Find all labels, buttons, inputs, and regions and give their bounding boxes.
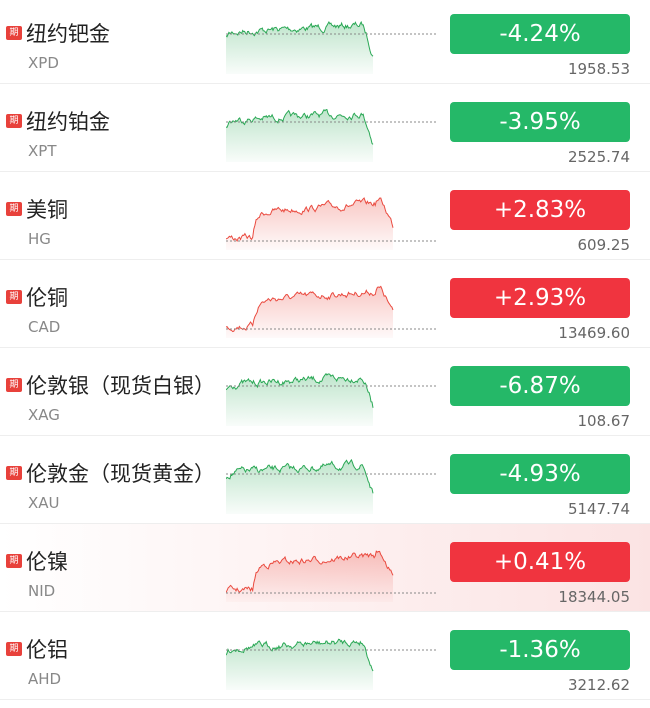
sparkline [226, 372, 436, 426]
change-badge: +2.83% [450, 190, 630, 230]
sparkline-area [226, 459, 373, 514]
last-price: 108.67 [577, 412, 631, 430]
list-row[interactable]: 期伦铜 CAD +2.93% 13469.60 [0, 260, 650, 348]
sparkline-line [226, 638, 374, 672]
last-price: 13469.60 [558, 324, 630, 342]
sparkline [226, 20, 436, 74]
sparkline-line [226, 458, 374, 494]
list-row[interactable]: 期伦敦金（现货黄金） XAU -4.93% 5147.74 [0, 436, 650, 524]
futures-tag: 期 [6, 290, 22, 304]
commodity-code: NID [28, 582, 56, 600]
change-badge: -3.95% [450, 102, 630, 142]
sparkline-area [226, 109, 373, 162]
commodity-name: 伦敦银（现货白银） [26, 374, 215, 398]
sparkline-area [226, 198, 393, 250]
list-row[interactable]: 期纽约铂金 XPT -3.95% 2525.74 [0, 84, 650, 172]
sparkline-line [226, 372, 374, 408]
sparkline [226, 197, 436, 250]
list-row[interactable]: 期伦敦银（现货白银） XAG -6.87% 108.67 [0, 348, 650, 436]
last-price: 3212.62 [567, 676, 630, 694]
list-row[interactable]: 期纽约钯金 XPD -4.24% 1958.53 [0, 0, 650, 84]
last-price: 5147.74 [567, 500, 630, 518]
commodity-code: CAD [28, 318, 61, 336]
futures-tag: 期 [6, 642, 22, 656]
list-row[interactable]: 期伦镍 NID +0.41% 18344.05 [0, 524, 650, 612]
sparkline [226, 638, 436, 690]
futures-tag: 期 [6, 114, 22, 128]
commodity-name: 伦铜 [26, 286, 68, 310]
sparkline [226, 109, 436, 162]
sparkline-line [226, 550, 394, 593]
sparkline [226, 285, 436, 338]
sparkline-line [226, 197, 394, 243]
last-price: 18344.05 [558, 588, 630, 606]
change-badge: -1.36% [450, 630, 630, 670]
commodity-code: HG [28, 230, 51, 248]
futures-tag: 期 [6, 466, 22, 480]
sparkline-area [226, 551, 393, 602]
commodity-code: XAU [28, 494, 60, 512]
commodity-name: 纽约铂金 [26, 110, 110, 134]
last-price: 2525.74 [567, 148, 630, 166]
sparkline-line [226, 109, 374, 145]
sparkline [226, 458, 436, 514]
commodity-name: 伦镍 [26, 550, 68, 574]
list-row[interactable]: 期美铜 HG +2.83% 609.25 [0, 172, 650, 260]
commodity-code: XPT [28, 142, 57, 160]
futures-tag: 期 [6, 554, 22, 568]
change-badge: +0.41% [450, 542, 630, 582]
commodity-code: XPD [28, 54, 59, 72]
sparkline-area [226, 639, 373, 690]
sparkline-line [226, 285, 394, 333]
commodity-name: 伦铝 [26, 638, 68, 662]
change-badge: -4.93% [450, 454, 630, 494]
last-price: 1958.53 [567, 60, 630, 78]
sparkline-area [226, 286, 393, 338]
change-badge: -4.24% [450, 14, 630, 54]
sparkline [226, 550, 436, 602]
commodity-code: AHD [28, 670, 62, 688]
commodity-name: 美铜 [26, 198, 68, 222]
futures-tag: 期 [6, 202, 22, 216]
list-row[interactable]: 期伦铝 AHD -1.36% 3212.62 [0, 612, 650, 700]
change-badge: +2.93% [450, 278, 630, 318]
change-badge: -6.87% [450, 366, 630, 406]
last-price: 609.25 [577, 236, 631, 254]
commodity-name: 纽约钯金 [26, 22, 110, 46]
sparkline-area [226, 22, 373, 74]
sparkline-area [226, 373, 373, 426]
futures-tag: 期 [6, 378, 22, 392]
futures-tag: 期 [6, 26, 22, 40]
commodity-code: XAG [28, 406, 60, 424]
commodity-name: 伦敦金（现货黄金） [26, 462, 215, 486]
